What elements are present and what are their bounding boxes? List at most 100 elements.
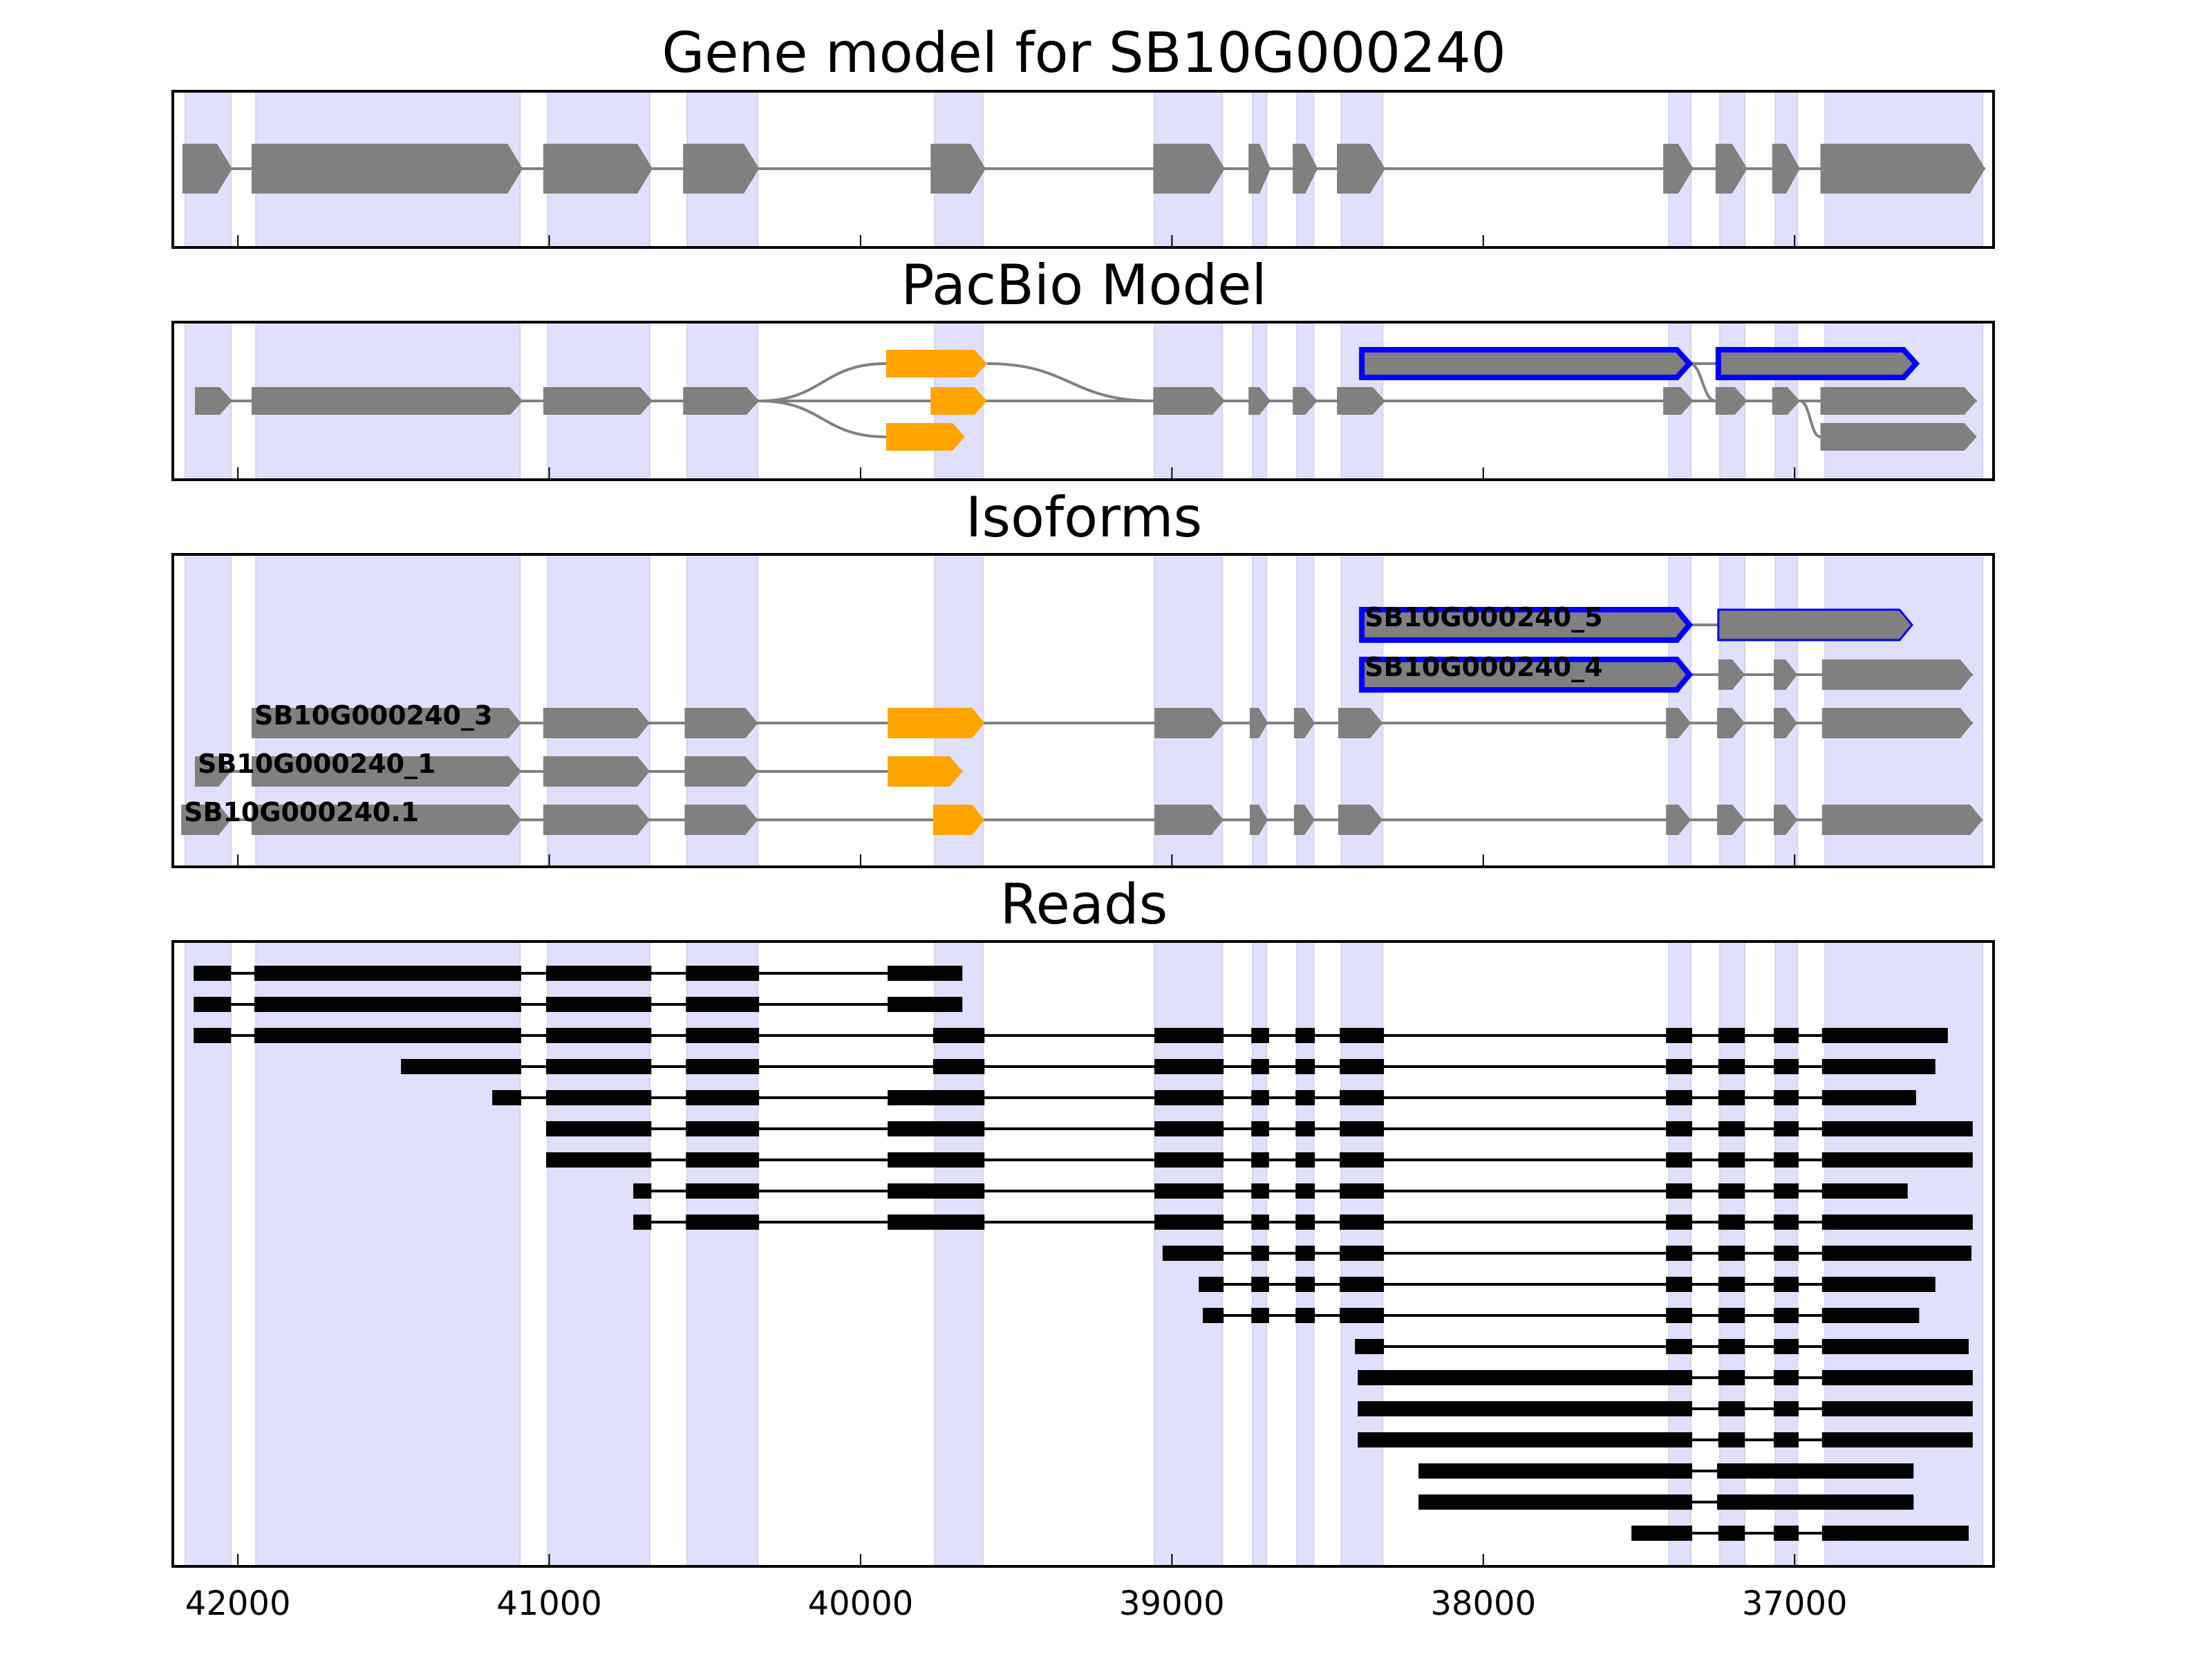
outlined-exon-arrow	[1715, 347, 1920, 380]
read-block	[1666, 1277, 1693, 1292]
splice-connector	[1689, 362, 1716, 402]
splice-connector	[759, 400, 886, 438]
x-tick-label: 38000	[1430, 1584, 1536, 1623]
exon-arrow	[251, 708, 522, 738]
exon-arrow	[1153, 387, 1225, 415]
exon-arrow	[683, 144, 760, 194]
exon-arrow	[1663, 387, 1694, 415]
panel-frame	[171, 90, 1995, 249]
exon-arrow	[182, 144, 233, 194]
read-block	[888, 1090, 985, 1105]
read-block	[1821, 1370, 1973, 1385]
read-block	[1251, 1246, 1269, 1261]
read-block	[1821, 1246, 1972, 1261]
x-tick-label: 42000	[185, 1584, 291, 1623]
read-block	[932, 1028, 985, 1043]
read-block	[686, 1090, 760, 1105]
read-block	[254, 966, 522, 981]
exon-arrow	[684, 708, 758, 738]
read-block	[1418, 1463, 1693, 1479]
panel-frame	[171, 321, 1995, 481]
isoform-label: SB10G000240_5	[1365, 602, 1602, 632]
exon-arrow	[543, 387, 653, 415]
exon-arrow	[1153, 144, 1225, 194]
read-block	[888, 966, 963, 981]
read-block	[546, 1028, 652, 1043]
alt-exon-arrow	[888, 708, 985, 738]
exon-band	[686, 941, 759, 1567]
read-block	[1340, 1059, 1385, 1074]
read-block	[1666, 1339, 1693, 1354]
alt-exon-arrow	[885, 350, 987, 377]
read-block	[686, 1152, 760, 1168]
exon-arrow	[684, 805, 758, 835]
read-block	[1718, 1526, 1745, 1541]
read-block	[1340, 1215, 1385, 1230]
read-block	[1718, 1277, 1745, 1292]
exon-arrow	[930, 144, 986, 194]
exon-arrow	[1293, 805, 1315, 835]
x-tick-label: 41000	[496, 1584, 602, 1623]
read-block	[1774, 1401, 1799, 1416]
read-block	[1717, 1494, 1914, 1510]
exon-arrow	[1338, 708, 1383, 738]
read-block	[1717, 1463, 1914, 1479]
read-block	[1718, 1339, 1745, 1354]
read-block	[1821, 1090, 1916, 1105]
exon-arrow	[1248, 387, 1271, 415]
read-block	[1718, 1401, 1745, 1416]
exon-arrow	[251, 144, 523, 194]
exon-arrow	[1715, 387, 1747, 415]
read-block	[546, 1059, 652, 1074]
read-block	[1340, 1277, 1385, 1292]
read-block	[1154, 1028, 1224, 1043]
exon-arrow	[181, 805, 232, 835]
exon-arrow	[1249, 708, 1268, 738]
read-block	[194, 1028, 232, 1043]
read-block	[1821, 1339, 1969, 1354]
read-block	[888, 997, 963, 1012]
read-block	[686, 966, 760, 981]
read-block	[254, 1028, 522, 1043]
read-block	[1199, 1277, 1224, 1292]
read-block	[1340, 1152, 1385, 1168]
read-block	[1340, 1183, 1385, 1199]
read-block	[1251, 1121, 1269, 1136]
read-block	[1774, 1059, 1799, 1074]
read-block	[1340, 1028, 1385, 1043]
read-block	[1358, 1432, 1693, 1447]
read-block	[686, 1215, 760, 1230]
read-block	[1774, 1277, 1799, 1292]
read-block	[1666, 1152, 1693, 1168]
read-block	[1666, 1215, 1693, 1230]
exon-arrow	[1717, 805, 1745, 835]
alt-exon-arrow	[930, 387, 987, 415]
outlined-exon-arrow	[1359, 607, 1694, 643]
read-block	[1355, 1339, 1385, 1354]
read-block	[1774, 1432, 1799, 1447]
read-block	[1821, 1308, 1920, 1323]
read-block	[1295, 1028, 1315, 1043]
read-block	[932, 1059, 985, 1074]
read-block	[1718, 1121, 1745, 1136]
read-block	[1340, 1246, 1385, 1261]
read-block	[1774, 1339, 1799, 1354]
read-block	[1718, 1246, 1745, 1261]
read-block	[1251, 1090, 1269, 1105]
read-block	[1340, 1090, 1385, 1105]
read-block	[1718, 1059, 1745, 1074]
read-block	[1774, 1215, 1799, 1230]
x-axis-tick-labels: 42000 41000 40000 39000 38000 37000	[185, 1584, 1848, 1623]
read-block	[1154, 1121, 1224, 1136]
exon-arrow	[543, 805, 650, 835]
read-block	[888, 1183, 985, 1199]
read-block	[492, 1090, 522, 1105]
alt-exon-arrow	[888, 756, 963, 787]
outlined-exon-arrow	[1359, 347, 1694, 380]
exon-arrow	[1337, 387, 1385, 415]
exon-band	[185, 941, 232, 1567]
x-tick-label: 40000	[808, 1584, 914, 1623]
exon-arrow	[194, 387, 233, 415]
read-block	[1821, 1121, 1973, 1136]
